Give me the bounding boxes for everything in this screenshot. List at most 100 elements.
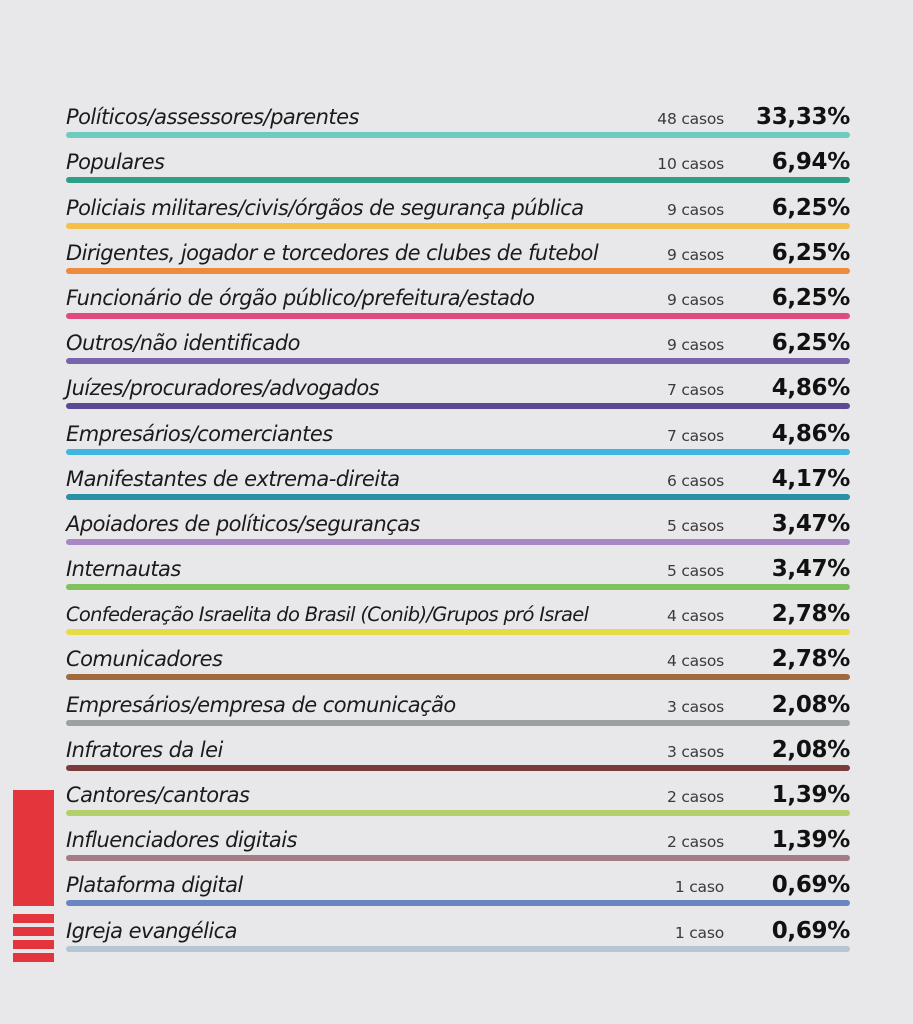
table-row: Internautas 5 casos 3,47%: [66, 548, 850, 593]
row-label: Cantores/cantoras: [66, 783, 250, 807]
row-label: Empresários/empresa de comunicação: [66, 692, 456, 717]
table-row: Outros/não identificado 9 casos 6,25%: [66, 322, 850, 367]
row-count: 2 casos: [666, 788, 724, 806]
row-count: 1 caso: [674, 878, 724, 897]
table-row: Funcionário de órgão público/prefeitura/…: [66, 277, 850, 322]
row-label: Dirigentes, jogador e torcedores de club…: [66, 240, 599, 265]
row-count: 48 casos: [657, 110, 724, 129]
table-row: Confederação Israelita do Brasil (Conib)…: [66, 593, 850, 638]
row-percentage: 4,86%: [771, 420, 851, 447]
table-row: Infratores da lei 3 casos 2,08%: [66, 729, 850, 774]
cases-table: Políticos/assessores/parentes 48 casos 33,…: [66, 96, 850, 955]
row-percentage: 2,08%: [771, 736, 851, 763]
row-count: 9 casos: [666, 336, 724, 355]
row-percentage: 6,25%: [771, 194, 851, 221]
row-color-bar: [66, 403, 850, 410]
row-count: 9 casos: [666, 245, 724, 264]
table-row: Plataforma digital 1 caso 0,69%: [66, 864, 850, 909]
row-label: Juízes/procuradores/advogados: [66, 376, 380, 401]
row-color-bar: [66, 810, 850, 816]
row-count: 9 casos: [666, 290, 724, 309]
row-color-bar: [66, 945, 850, 952]
row-percentage: 1,39%: [771, 782, 851, 808]
row-label: Igreja evangélica: [66, 918, 238, 943]
row-label: Confederação Israelita do Brasil (Conib)…: [66, 603, 589, 627]
row-color-bar: [66, 358, 850, 365]
row-percentage: 1,39%: [771, 827, 851, 854]
row-label: Apoiadores de políticos/seguranças: [66, 511, 420, 536]
row-percentage: 2,08%: [771, 691, 851, 718]
row-percentage: 2,78%: [771, 646, 851, 673]
row-color-bar: [66, 855, 850, 862]
row-percentage: 6,25%: [771, 284, 851, 311]
row-count: 9 casos: [666, 200, 724, 219]
red-stripe: [13, 940, 54, 949]
table-row: Igreja evangélica 1 caso 0,69%: [66, 909, 850, 954]
row-color-bar: [66, 267, 850, 274]
row-color-bar: [66, 764, 850, 771]
table-row: Empresários/comerciantes 7 casos 4,86%: [66, 412, 850, 457]
row-color-bar: [66, 312, 850, 319]
row-label: Empresários/comerciantes: [66, 421, 333, 446]
row-color-bar: [66, 132, 850, 139]
row-count: 1 caso: [674, 923, 724, 942]
row-percentage: 0,69%: [771, 872, 851, 899]
row-percentage: 4,86%: [771, 375, 851, 402]
table-row: Manifestantes de extrema-direita 6 casos 4…: [66, 458, 850, 503]
row-color-bar: [66, 629, 850, 636]
row-percentage: 33,33%: [756, 104, 850, 131]
row-label: Políticos/assessores/parentes: [66, 105, 359, 130]
row-count: 3 casos: [666, 742, 724, 761]
table-row: Populares 10 casos 6,94%: [66, 141, 850, 186]
table-row: Policiais militares/civis/órgãos de segu…: [66, 186, 850, 231]
row-label: Outros/não identificado: [66, 331, 300, 356]
row-percentage: 3,47%: [771, 556, 851, 583]
row-label: Plataforma digital: [66, 873, 243, 898]
row-count: 4 casos: [666, 652, 724, 671]
row-percentage: 6,25%: [771, 330, 851, 357]
row-count: 4 casos: [666, 607, 724, 626]
table-row: Dirigentes, jogador e torcedores de club…: [66, 232, 850, 277]
row-count: 3 casos: [666, 697, 724, 716]
red-stripe: [13, 953, 54, 962]
table-row: Apoiadores de políticos/seguranças 5 caso…: [66, 503, 850, 548]
table-row: Empresários/empresa de comunicação 3 caso…: [66, 683, 850, 728]
row-color-bar: [66, 448, 850, 455]
red-stripe: [13, 914, 54, 923]
row-percentage: 6,94%: [771, 149, 851, 176]
row-label: Funcionário de órgão público/prefeitura/…: [66, 285, 535, 310]
table-row: Influenciadores digitais 2 casos 1,39%: [66, 819, 850, 864]
row-label: Comunicadores: [66, 647, 223, 672]
row-count: 2 casos: [666, 833, 724, 852]
row-color-bar: [66, 538, 850, 545]
red-block: [13, 790, 54, 906]
row-count: 6 casos: [666, 471, 724, 490]
row-count: 5 casos: [666, 516, 724, 535]
row-color-bar: [66, 177, 850, 184]
row-color-bar: [66, 493, 850, 500]
row-percentage: 6,25%: [771, 239, 851, 266]
row-count: 10 casos: [657, 155, 724, 174]
row-label: Influenciadores digitais: [66, 828, 297, 853]
row-color-bar: [66, 719, 850, 726]
row-count: 5 casos: [666, 562, 724, 581]
row-label: Policiais militares/civis/órgãos de segu…: [66, 195, 584, 220]
table-row: Juízes/procuradores/advogados 7 casos 4,86…: [66, 367, 850, 412]
row-label: Manifestantes de extrema-direita: [66, 466, 400, 491]
table-row: Comunicadores 4 casos 2,78%: [66, 638, 850, 683]
row-count: 7 casos: [666, 426, 724, 445]
row-percentage: 4,17%: [771, 465, 851, 492]
row-label: Infratores da lei: [66, 737, 223, 762]
row-color-bar: [66, 900, 850, 907]
row-label: Populares: [66, 150, 165, 175]
table-row: Cantores/cantoras 2 casos 1,39%: [66, 774, 850, 819]
row-percentage: 0,69%: [771, 917, 851, 944]
row-count: 7 casos: [666, 381, 724, 400]
table-row: Políticos/assessores/parentes 48 casos 33,…: [66, 96, 850, 141]
row-percentage: 2,78%: [771, 601, 851, 628]
row-label: Internautas: [66, 557, 181, 582]
row-color-bar: [66, 674, 850, 681]
row-color-bar: [66, 222, 850, 229]
red-stripe-decoration: [13, 790, 54, 962]
red-stripe: [13, 927, 54, 936]
